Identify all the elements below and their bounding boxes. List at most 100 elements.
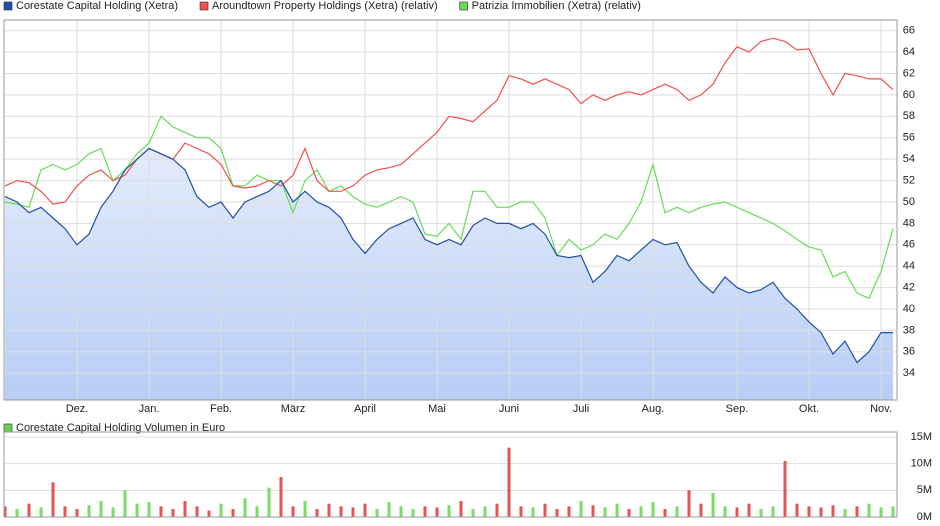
area (5, 148, 893, 400)
volume-bar (867, 503, 871, 517)
volume-bar (99, 501, 103, 517)
x-tick-label: Feb. (210, 403, 232, 415)
legend-label: Patrizia Immobilien (Xetra) (relativ) (472, 0, 641, 12)
legend-swatch (3, 1, 13, 11)
y-tick-label: 60 (903, 89, 915, 101)
legend-swatch (199, 1, 209, 11)
volume-bar (75, 509, 79, 517)
volume-bar (711, 493, 715, 517)
volume-bar (171, 509, 175, 517)
volume-bar (219, 503, 223, 517)
volume-bar (531, 507, 535, 517)
volume-frame (3, 431, 898, 518)
legend-label: Corestate Capital Holding (Xetra) (16, 0, 178, 12)
volume-bar (411, 509, 415, 517)
volume-bar (291, 506, 295, 517)
volume-bar (507, 447, 511, 517)
volume-bar (483, 506, 487, 517)
volume-bar (663, 509, 667, 517)
volume-bar (147, 502, 151, 517)
y-tick-label: 34 (903, 367, 915, 379)
y-tick-label: 10M (911, 458, 932, 470)
plot-frame (3, 19, 898, 401)
volume-bar (771, 506, 775, 517)
volume-bar (747, 503, 751, 517)
volume-bar (351, 507, 355, 517)
x-tick-label: Okt. (799, 403, 819, 415)
volume-bar (363, 503, 367, 517)
volume-bar (435, 507, 439, 517)
volume-bar (39, 507, 43, 517)
volume-bar (879, 507, 883, 517)
x-tick-label: Sep. (726, 403, 749, 415)
y-tick-label: 66 (903, 25, 915, 37)
volume-bar (615, 503, 619, 517)
volume-bar (603, 507, 607, 517)
volume-bar (327, 503, 331, 517)
volume-bar (555, 509, 559, 517)
y-tick-label: 50 (903, 196, 915, 208)
x-tick-label: Aug. (642, 403, 665, 415)
volume-bar (255, 506, 259, 517)
y-tick-label: 54 (903, 153, 915, 165)
volume-bar (759, 509, 763, 517)
volume-bar (3, 506, 7, 517)
legend-swatch (3, 423, 13, 433)
volume-bar (423, 506, 427, 517)
volume-bar (495, 503, 499, 517)
volume-bar (159, 506, 163, 517)
y-tick-label: 62 (903, 67, 915, 79)
volume-bar (207, 510, 211, 517)
legend-label: Aroundtown Property Holdings (Xetra) (re… (212, 0, 438, 12)
volume-bar (375, 509, 379, 517)
volume-bar (183, 501, 187, 517)
line (4, 115, 894, 300)
y-tick-label: 40 (903, 303, 915, 315)
y-tick-label: 0M (917, 511, 932, 523)
volume-bar (699, 503, 703, 517)
volume-bar (279, 477, 283, 517)
volume-bar (807, 506, 811, 517)
volume-bar (87, 505, 91, 517)
volume-bar (795, 503, 799, 517)
volume-bar (471, 509, 475, 517)
volume-bar (231, 509, 235, 517)
volume-bar (819, 507, 823, 517)
line (4, 147, 893, 364)
legend-swatch (459, 1, 468, 11)
volume-bar (567, 506, 571, 517)
y-tick-label: 56 (903, 132, 915, 144)
volume-bar (843, 509, 847, 517)
y-tick-label: 48 (903, 217, 915, 229)
x-tick-label: März (281, 403, 305, 415)
volume-bar (675, 506, 679, 517)
volume-bar (447, 505, 451, 517)
volume-bar (27, 503, 31, 517)
y-tick-label: 64 (903, 46, 915, 58)
volume-bar (855, 506, 859, 517)
volume-bar (303, 501, 307, 517)
volume-bar (195, 506, 199, 517)
volume-bar (723, 506, 727, 517)
volume-bar (831, 505, 835, 517)
volume-bar (543, 503, 547, 517)
volume-bar (891, 506, 895, 517)
y-tick-label: 58 (903, 110, 915, 122)
x-tick-label: Jan. (139, 403, 160, 415)
y-tick-label: 52 (903, 174, 915, 186)
volume-bar (459, 501, 463, 517)
y-tick-label: 36 (903, 346, 915, 358)
volume-bar (111, 507, 115, 517)
volume-bar (123, 490, 127, 517)
volume-bar (15, 509, 19, 517)
volume-bar (651, 502, 655, 517)
x-tick-label: Juni (499, 403, 519, 415)
volume-bar (783, 461, 787, 517)
x-tick-label: Nov. (870, 403, 892, 415)
x-tick-label: Juli (573, 403, 590, 415)
volume-bar (63, 506, 67, 517)
volume-bar (243, 498, 247, 517)
y-tick-label: 38 (903, 324, 915, 336)
